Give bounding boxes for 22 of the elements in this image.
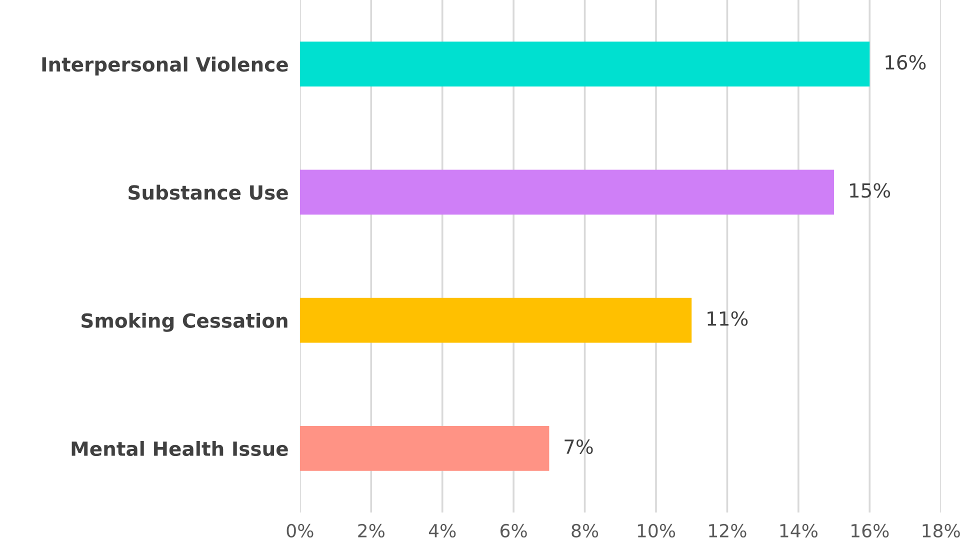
data-label: 7% <box>564 439 593 454</box>
bar <box>300 298 692 343</box>
bar <box>300 426 550 471</box>
y-tick-label: Interpersonal Violence <box>42 56 288 76</box>
x-tick-label: 6% <box>500 524 527 538</box>
x-tick-label: 2% <box>358 524 384 538</box>
x-tick-label: 4% <box>428 524 456 538</box>
x-tick-label: 8% <box>572 524 598 538</box>
x-tick-label: 12% <box>709 524 746 538</box>
x-tick-label: 18% <box>922 524 960 538</box>
y-tick-label: Mental Health Issue <box>72 441 288 456</box>
data-label: 16% <box>886 54 926 70</box>
y-tick-label: Substance Use <box>128 184 288 200</box>
data-label: 15% <box>850 183 890 198</box>
data-label: 11% <box>708 311 748 326</box>
bar <box>300 170 834 215</box>
bar <box>300 42 870 86</box>
x-tick-label: 10% <box>638 524 676 538</box>
y-tick-label: Smoking Cessation <box>82 312 288 332</box>
x-tick-label: 0% <box>286 524 314 538</box>
x-tick-label: 16% <box>852 524 889 538</box>
x-tick-label: 14% <box>780 524 818 538</box>
